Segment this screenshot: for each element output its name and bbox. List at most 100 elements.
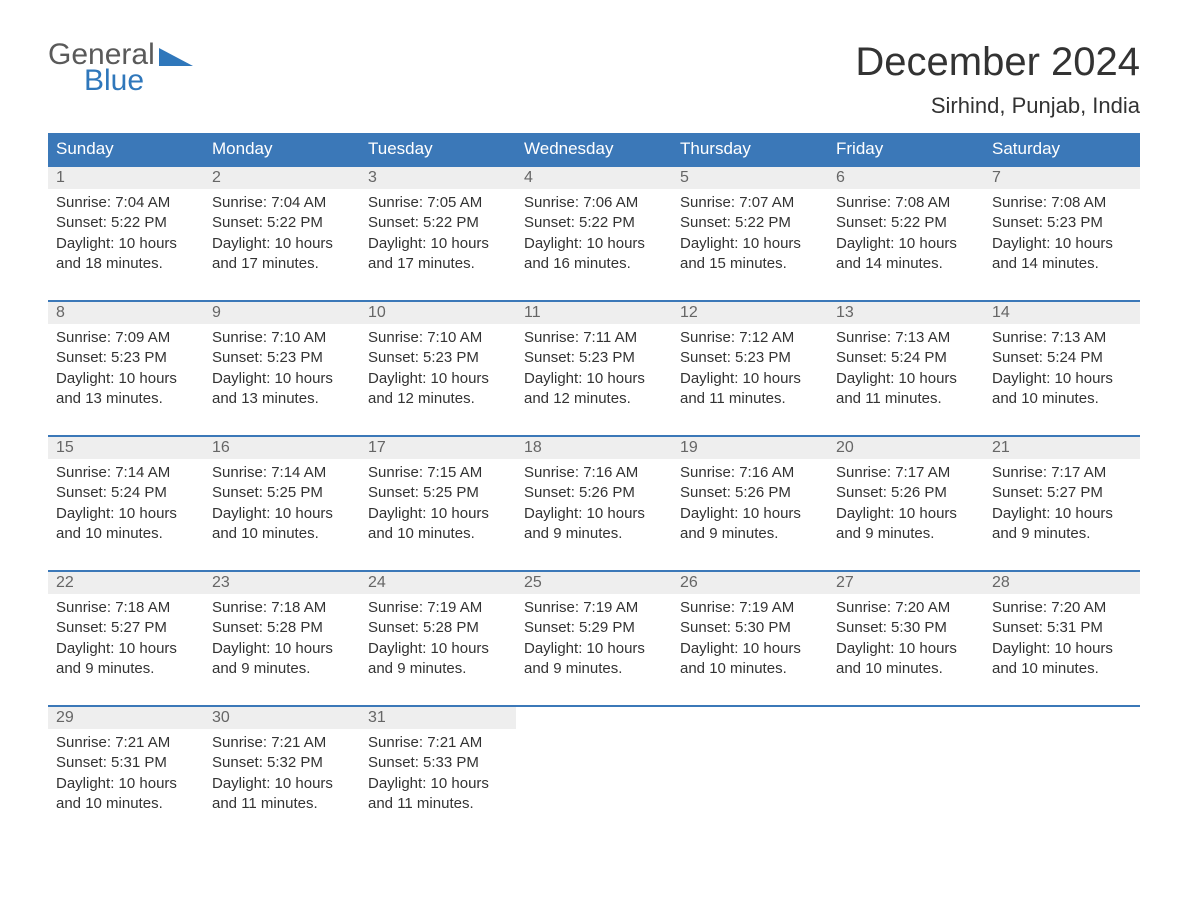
day-details-row: Sunrise: 7:14 AMSunset: 5:24 PMDaylight:… xyxy=(48,459,1140,571)
day-cell: Sunrise: 7:04 AMSunset: 5:22 PMDaylight:… xyxy=(48,189,204,301)
day-number: 13 xyxy=(828,301,984,324)
daylight-text: Daylight: 10 hours and 17 minutes. xyxy=(212,235,333,272)
day-number: 5 xyxy=(672,166,828,189)
day-number: 1 xyxy=(48,166,204,189)
sunrise-text: Sunrise: 7:12 AM xyxy=(680,329,794,346)
day-number: 24 xyxy=(360,571,516,594)
sunset-text: Sunset: 5:25 PM xyxy=(368,484,479,501)
day-cell: Sunrise: 7:11 AM Sunset: 5:23 PM Daylight:… xyxy=(516,324,672,436)
sunrise-text: Sunrise: 7:19 AM xyxy=(368,599,482,616)
weekday-header: Wednesday xyxy=(516,133,672,166)
daylight-text: Daylight: 10 hours and 9 minutes. xyxy=(680,505,801,542)
daylight-text: Daylight: 10 hours and 9 minutes. xyxy=(56,640,177,677)
day-number-row: 1234567 xyxy=(48,166,1140,189)
sunrise-text: Sunrise: 7:21 AM xyxy=(368,734,482,751)
sunrise-text: Sunrise: 7:13 AM xyxy=(836,329,950,346)
sunset-text: Sunset: 5:27 PM xyxy=(992,484,1103,501)
daylight-text: Daylight: 10 hours and 12 minutes. xyxy=(524,370,645,407)
day-number: 8 xyxy=(48,301,204,324)
weekday-header: Tuesday xyxy=(360,133,516,166)
sunrise-text: Sunrise: 7:11 AM xyxy=(524,329,637,346)
weekday-header-row: Sunday Monday Tuesday Wednesday Thursday… xyxy=(48,133,1140,166)
daylight-text: Daylight: 10 hours and 11 minutes. xyxy=(836,370,957,407)
day-cell: Sunrise: 7:16 AM Sunset: 5:26 PM Daylight:… xyxy=(516,459,672,571)
sunset-text: Sunset: 5:23 PM xyxy=(212,349,323,366)
day-number-row: 22232425262728 xyxy=(48,571,1140,594)
sunset-text: Sunset: 5:26 PM xyxy=(680,484,791,501)
day-cell: Sunrise: 7:18 AMSunset: 5:28 PMDaylight:… xyxy=(204,594,360,706)
calendar-body: 1234567Sunrise: 7:04 AMSunset: 5:22 PMDa… xyxy=(48,166,1140,840)
sunset-text: Sunset: 5:22 PM xyxy=(836,214,947,231)
sunrise-text: Sunrise: 7:15 AM xyxy=(368,464,482,481)
sunset-text: Sunset: 5:23 PM xyxy=(524,349,635,366)
day-number: 28 xyxy=(984,571,1140,594)
day-cell: Sunrise: 7:21 AMSunset: 5:31 PMDaylight:… xyxy=(48,729,204,840)
day-cell: Sunrise: 7:19 AMSunset: 5:29 PMDaylight:… xyxy=(516,594,672,706)
sunset-text: Sunset: 5:32 PM xyxy=(212,754,323,771)
sunrise-text: Sunrise: 7:19 AM xyxy=(680,599,794,616)
daylight-text: Daylight: 10 hours and 18 minutes. xyxy=(56,235,177,272)
sunrise-text: Sunrise: 7:10 AM xyxy=(368,329,482,346)
day-number: 15 xyxy=(48,436,204,459)
weekday-header: Friday xyxy=(828,133,984,166)
sunrise-text: Sunrise: 7:07 AM xyxy=(680,194,794,211)
day-number: 3 xyxy=(360,166,516,189)
sunrise-text: Sunrise: 7:10 AM xyxy=(212,329,326,346)
daylight-text: Daylight: 10 hours and 10 minutes. xyxy=(992,370,1113,407)
day-cell: Sunrise: 7:18 AMSunset: 5:27 PMDaylight:… xyxy=(48,594,204,706)
day-cell: Sunrise: 7:05 AMSunset: 5:22 PMDaylight:… xyxy=(360,189,516,301)
daylight-text: Daylight: 10 hours and 10 minutes. xyxy=(212,505,333,542)
sunrise-text: Sunrise: 7:16 AM xyxy=(524,464,638,481)
daylight-text: Daylight: 10 hours and 13 minutes. xyxy=(212,370,333,407)
sunset-text: Sunset: 5:28 PM xyxy=(368,619,479,636)
daylight-text: Daylight: 10 hours and 10 minutes. xyxy=(992,640,1113,677)
day-cell: Sunrise: 7:08 AMSunset: 5:22 PMDaylight:… xyxy=(828,189,984,301)
daylight-text: Daylight: 10 hours and 13 minutes. xyxy=(56,370,177,407)
day-number: 26 xyxy=(672,571,828,594)
sunrise-text: Sunrise: 7:16 AM xyxy=(680,464,794,481)
sunrise-text: Sunrise: 7:14 AM xyxy=(212,464,326,481)
sunrise-text: Sunrise: 7:21 AM xyxy=(56,734,170,751)
sunset-text: Sunset: 5:23 PM xyxy=(680,349,791,366)
title-block: December 2024 Sirhind, Punjab, India xyxy=(855,40,1140,119)
sunrise-text: Sunrise: 7:08 AM xyxy=(992,194,1106,211)
day-number: 22 xyxy=(48,571,204,594)
day-number: 25 xyxy=(516,571,672,594)
day-number: 20 xyxy=(828,436,984,459)
header-row: General Blue December 2024 Sirhind, Punj… xyxy=(48,40,1140,119)
empty-cell xyxy=(984,729,1140,840)
day-number: 31 xyxy=(360,706,516,729)
daylight-text: Daylight: 10 hours and 10 minutes. xyxy=(836,640,957,677)
empty-cell xyxy=(516,729,672,840)
day-number: 4 xyxy=(516,166,672,189)
sunset-text: Sunset: 5:26 PM xyxy=(836,484,947,501)
daylight-text: Daylight: 10 hours and 9 minutes. xyxy=(524,505,645,542)
day-details-row: Sunrise: 7:18 AMSunset: 5:27 PMDaylight:… xyxy=(48,594,1140,706)
sunset-text: Sunset: 5:23 PM xyxy=(56,349,167,366)
day-cell: Sunrise: 7:07 AMSunset: 5:22 PMDaylight:… xyxy=(672,189,828,301)
day-number: 16 xyxy=(204,436,360,459)
empty-cell xyxy=(984,706,1140,729)
day-cell: Sunrise: 7:09 AMSunset: 5:23 PMDaylight:… xyxy=(48,324,204,436)
sunset-text: Sunset: 5:26 PM xyxy=(524,484,635,501)
sunset-text: Sunset: 5:22 PM xyxy=(368,214,479,231)
daylight-text: Daylight: 10 hours and 11 minutes. xyxy=(368,775,489,812)
day-details-row: Sunrise: 7:21 AMSunset: 5:31 PMDaylight:… xyxy=(48,729,1140,840)
daylight-text: Daylight: 10 hours and 9 minutes. xyxy=(524,640,645,677)
day-cell: Sunrise: 7:16 AM Sunset: 5:26 PM Daylight:… xyxy=(672,459,828,571)
logo: General Blue xyxy=(48,40,193,96)
daylight-text: Daylight: 10 hours and 10 minutes. xyxy=(680,640,801,677)
day-cell: Sunrise: 7:06 AMSunset: 5:22 PMDaylight:… xyxy=(516,189,672,301)
daylight-text: Daylight: 10 hours and 9 minutes. xyxy=(836,505,957,542)
daylight-text: Daylight: 10 hours and 14 minutes. xyxy=(836,235,957,272)
sunrise-text: Sunrise: 7:13 AM xyxy=(992,329,1106,346)
day-details-row: Sunrise: 7:04 AMSunset: 5:22 PMDaylight:… xyxy=(48,189,1140,301)
day-cell: Sunrise: 7:21 AM Sunset: 5:33 PM Daylight:… xyxy=(360,729,516,840)
day-cell: Sunrise: 7:20 AMSunset: 5:31 PMDaylight:… xyxy=(984,594,1140,706)
sunrise-text: Sunrise: 7:19 AM xyxy=(524,599,638,616)
day-cell: Sunrise: 7:10 AMSunset: 5:23 PMDaylight:… xyxy=(360,324,516,436)
sunset-text: Sunset: 5:33 PM xyxy=(368,754,479,771)
empty-cell xyxy=(828,729,984,840)
day-cell: Sunrise: 7:04 AMSunset: 5:22 PMDaylight:… xyxy=(204,189,360,301)
day-number: 19 xyxy=(672,436,828,459)
